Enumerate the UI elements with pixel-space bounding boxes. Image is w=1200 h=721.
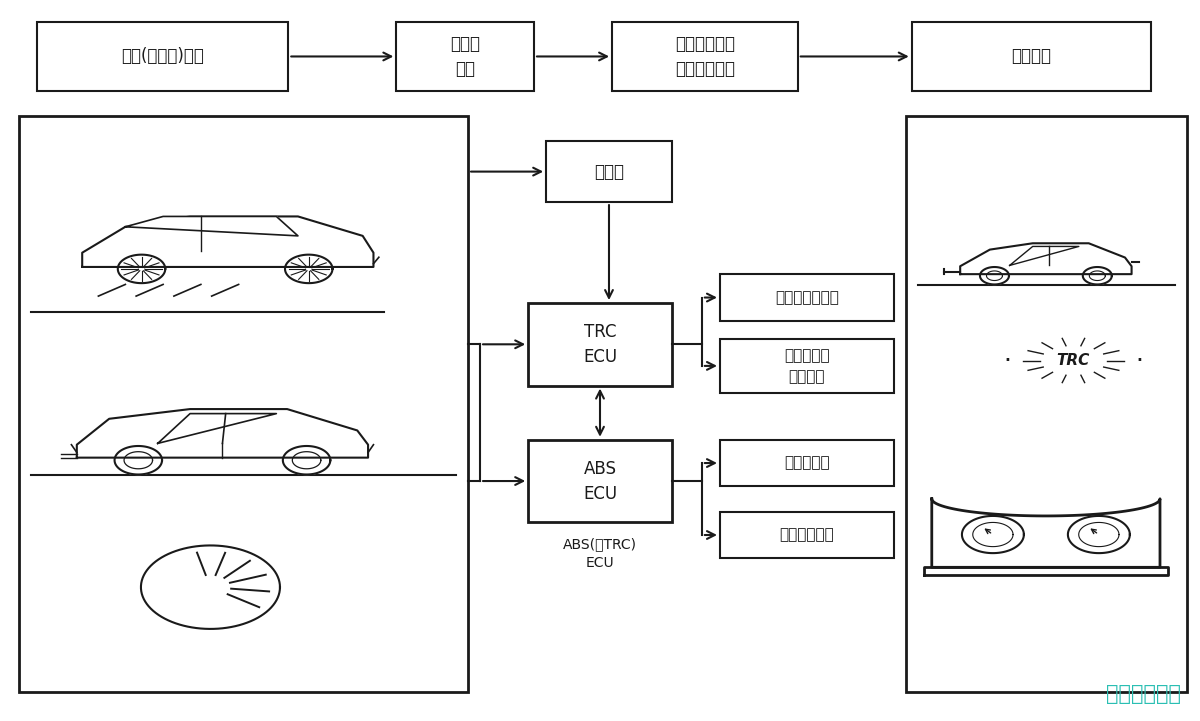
Text: 转矩被副节
气门减小: 转矩被副节 气门减小: [784, 348, 829, 384]
FancyBboxPatch shape: [528, 303, 672, 386]
FancyBboxPatch shape: [546, 141, 672, 202]
Text: ·: ·: [1135, 348, 1144, 373]
Polygon shape: [960, 243, 1132, 274]
FancyBboxPatch shape: [720, 512, 894, 558]
FancyBboxPatch shape: [906, 116, 1187, 691]
FancyBboxPatch shape: [720, 274, 894, 321]
Polygon shape: [82, 216, 373, 267]
FancyBboxPatch shape: [528, 440, 672, 523]
FancyBboxPatch shape: [720, 339, 894, 393]
Text: ABS
ECU: ABS ECU: [583, 459, 617, 503]
Text: ABS(和TRC)
ECU: ABS(和TRC) ECU: [563, 537, 637, 570]
Text: 后制动控制: 后制动控制: [784, 456, 829, 471]
Polygon shape: [118, 255, 166, 283]
Text: 应用后制动器: 应用后制动器: [779, 528, 834, 542]
Text: 平顺行驶: 平顺行驶: [1012, 48, 1051, 66]
FancyBboxPatch shape: [912, 22, 1151, 91]
Polygon shape: [114, 446, 162, 474]
Text: 发动机转矩和
制动力的控制: 发动机转矩和 制动力的控制: [674, 35, 734, 78]
Polygon shape: [77, 409, 368, 458]
FancyBboxPatch shape: [612, 22, 798, 91]
Polygon shape: [1082, 267, 1112, 285]
Text: 传感器: 传感器: [594, 163, 624, 180]
Polygon shape: [283, 446, 330, 474]
Polygon shape: [924, 567, 1168, 575]
FancyBboxPatch shape: [19, 116, 468, 691]
Text: 发动机转矩控制: 发动机转矩控制: [775, 290, 839, 305]
Polygon shape: [286, 255, 332, 283]
Text: ·: ·: [1003, 348, 1012, 373]
Text: 彩虹网址导航: 彩虹网址导航: [1106, 684, 1181, 704]
Text: TRC
ECU: TRC ECU: [583, 323, 617, 366]
FancyBboxPatch shape: [37, 22, 288, 91]
Polygon shape: [125, 216, 298, 236]
FancyBboxPatch shape: [720, 440, 894, 487]
Polygon shape: [931, 499, 1160, 567]
FancyBboxPatch shape: [396, 22, 534, 91]
Text: TRC: TRC: [1057, 353, 1090, 368]
Polygon shape: [980, 267, 1009, 285]
Text: 后轮(驱动轮)空转: 后轮(驱动轮)空转: [121, 48, 204, 66]
Text: 检测和
判断: 检测和 判断: [450, 35, 480, 78]
